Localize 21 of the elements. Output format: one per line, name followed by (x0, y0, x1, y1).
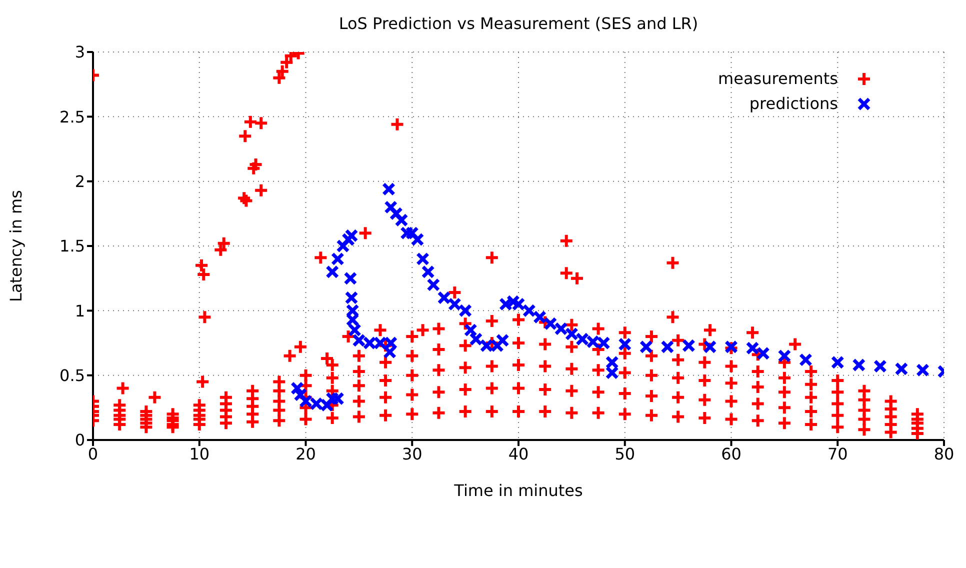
x-axis-title: Time in minutes (453, 481, 583, 500)
y-tick-label: 0 (74, 430, 85, 450)
y-tick-label: 3 (74, 42, 85, 62)
x-tick-label: 70 (827, 444, 848, 464)
y-tick-label: 0.5 (60, 366, 85, 386)
x-tick-label: 20 (296, 444, 316, 464)
y-axis-title: Latency in ms (6, 190, 26, 302)
x-tick-label: 80 (934, 444, 954, 464)
x-tick-label: 40 (508, 444, 529, 464)
legend-label: measurements (718, 69, 838, 88)
y-tick-label: 1 (74, 301, 85, 320)
x-tick-label: 50 (614, 444, 636, 464)
chart-title: LoS Prediction vs Measurement (SES and LR) (338, 14, 700, 33)
x-tick-label: 0 (88, 444, 98, 464)
x-tick-label: 60 (721, 444, 742, 464)
y-tick-label: 2 (74, 172, 85, 192)
y-tick-label: 1.5 (60, 236, 85, 256)
y-tick-label: 2.5 (60, 107, 85, 126)
x-tick-label: 30 (402, 444, 422, 464)
x-tick-label: 10 (189, 444, 210, 464)
legend-label: predictions (749, 94, 838, 113)
